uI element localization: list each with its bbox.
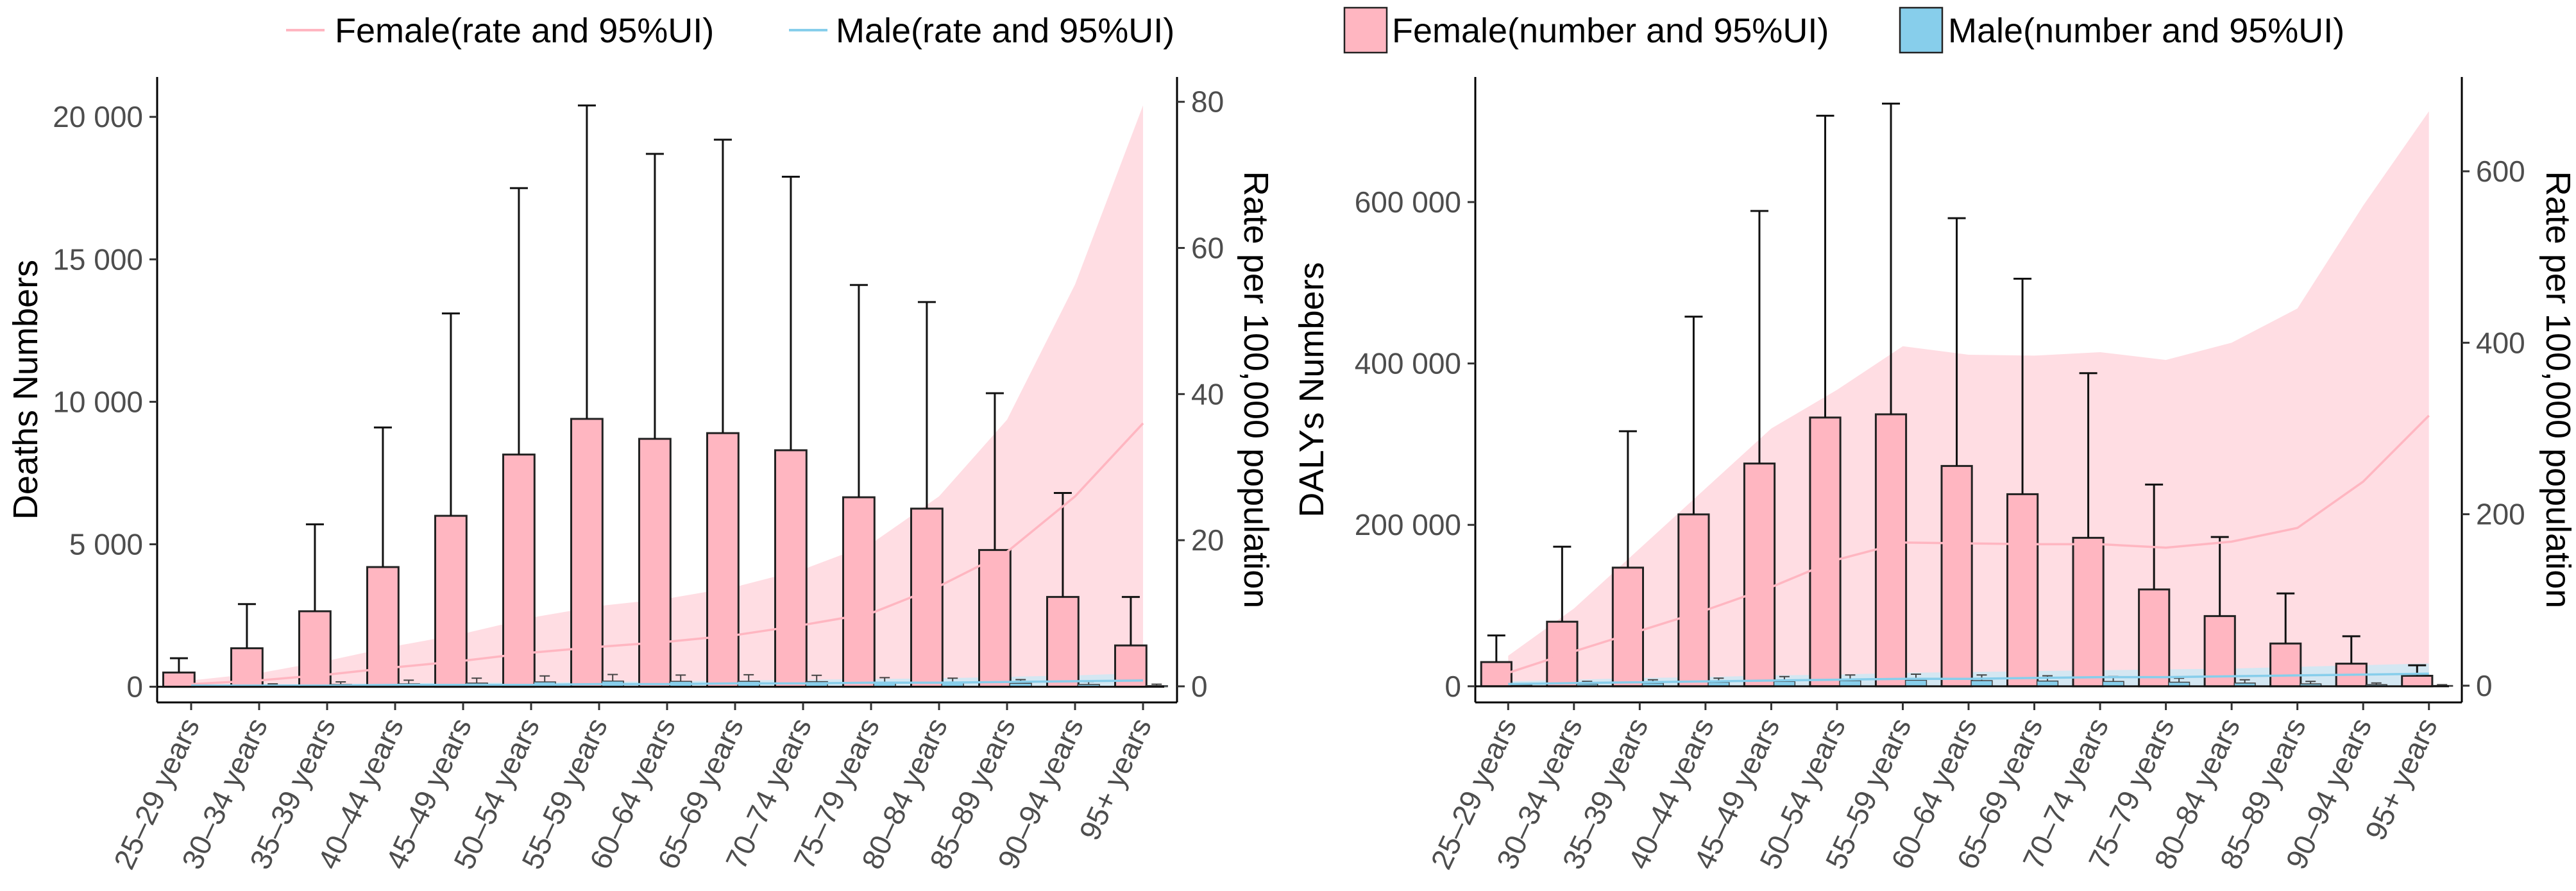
y-tick-label: 20 000: [53, 100, 143, 133]
legend: Female(rate and 95%UI) Male(rate and 95%…: [286, 6, 2344, 54]
female-number-bar: [2203, 615, 2236, 688]
legend-male-number-label: Male(number and 95%UI): [1948, 12, 2344, 50]
female-number-bar: [1743, 462, 1776, 688]
y-tick-label: 5 000: [69, 527, 143, 561]
female-number-bar: [1480, 661, 1513, 688]
female-number-bar: [1940, 464, 1973, 688]
female-number-bar: [842, 496, 876, 688]
y-axis-title: DALYs Numbers: [1292, 262, 1331, 517]
female-number-bar: [2401, 675, 2434, 688]
female-number-bar: [2138, 588, 2171, 688]
female-number-bar: [910, 507, 944, 688]
legend-male-rate-label: Male(rate and 95%UI): [836, 12, 1174, 50]
female-number-bar: [570, 418, 604, 688]
female-number-bar: [638, 437, 672, 688]
female-number-bar: [1611, 566, 1645, 688]
y2-axis-title: Rate per 100,000 population: [2539, 171, 2576, 609]
y-tick-label: 15 000: [53, 242, 143, 276]
y2-tick-label: 600: [2476, 155, 2525, 188]
legend-female-number-key: [1343, 6, 1388, 54]
y2-tick-label: 60: [1191, 232, 1224, 265]
female-number-bar: [1677, 513, 1710, 688]
female-rate-ribbon: [191, 105, 1143, 686]
legend-female-rate-label: Female(rate and 95%UI): [335, 12, 714, 50]
female-number-bar: [1874, 413, 1908, 688]
legend-male-number-key: [1899, 6, 1944, 54]
female-number-bar: [2269, 642, 2302, 688]
y-axis-title: Deaths Numbers: [6, 260, 45, 520]
female-number-bar: [706, 432, 740, 688]
y-tick-label: 0: [126, 670, 143, 704]
y-tick-label: 600 000: [1355, 185, 1461, 219]
y2-tick-label: 0: [1191, 670, 1208, 703]
male-rate-line: [1508, 672, 2429, 686]
y2-tick-label: 200: [2476, 498, 2525, 531]
female-number-bar: [1809, 416, 1842, 688]
female-rate-line: [1507, 414, 2430, 674]
y2-tick-label: 80: [1191, 85, 1224, 119]
female-number-bar: [2072, 536, 2105, 688]
y2-tick-label: 40: [1191, 377, 1224, 411]
y-tick-label: 200 000: [1355, 508, 1461, 541]
male-rate-line: [191, 679, 1144, 687]
legend-female-number-label: Female(number and 95%UI): [1392, 12, 1829, 50]
female-number-bar: [1046, 596, 1080, 688]
y2-axis-title: Rate per 100,000 population: [1237, 171, 1275, 609]
female-number-bar: [162, 671, 196, 688]
female-number-bar: [2006, 493, 2039, 688]
female-number-bar: [434, 514, 468, 688]
female-rate-line: [191, 422, 1144, 686]
y2-tick-label: 400: [2476, 326, 2525, 359]
female-rate-ribbon: [1508, 111, 2429, 686]
y2-tick-label: 0: [2476, 669, 2493, 702]
female-number-bar: [502, 454, 536, 688]
female-number-bar: [774, 449, 808, 688]
y-tick-label: 10 000: [53, 385, 143, 418]
female-number-bar: [1546, 620, 1579, 688]
y-tick-label: 400 000: [1355, 347, 1461, 380]
female-number-bar: [978, 548, 1012, 688]
y-tick-label: 0: [1445, 670, 1461, 703]
y2-tick-label: 20: [1191, 523, 1224, 557]
